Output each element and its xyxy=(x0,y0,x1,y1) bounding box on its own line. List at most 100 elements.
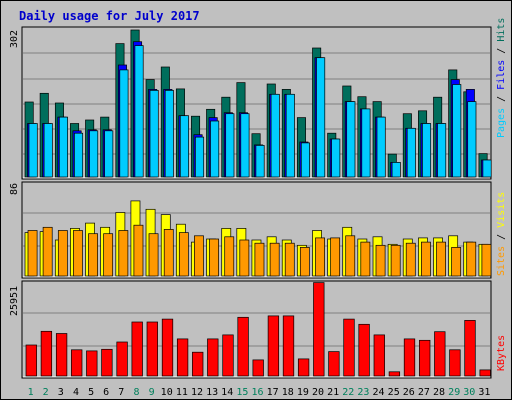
kbytes-bar xyxy=(434,331,446,377)
day-label-19: 19 xyxy=(297,387,309,398)
sites-bar xyxy=(254,242,265,277)
kbytes-bar xyxy=(343,318,355,377)
day-label-5: 5 xyxy=(88,387,94,398)
legend-kbytes: KBytes xyxy=(496,335,507,371)
kbytes-bar xyxy=(449,349,461,377)
legend-hits: Hits xyxy=(496,18,507,42)
sites-bar xyxy=(375,244,386,277)
pages-bar xyxy=(119,69,129,178)
sites-bar xyxy=(118,230,129,277)
day-label-18: 18 xyxy=(282,387,294,398)
sites-bar xyxy=(269,242,280,277)
legend-files: Files xyxy=(496,60,507,90)
kbytes-ymax-label: 25951 xyxy=(9,286,20,316)
day-label-28: 28 xyxy=(433,387,445,398)
kbytes-bar xyxy=(222,334,234,377)
pages-bar xyxy=(406,127,416,178)
sites-bar xyxy=(163,229,174,277)
pages-bar xyxy=(210,120,220,178)
kbytes-bar xyxy=(358,323,370,377)
sites-bar xyxy=(73,230,83,277)
sites-bar xyxy=(315,237,325,277)
pages-bar xyxy=(255,145,265,178)
day-label-31: 31 xyxy=(478,387,490,398)
kbytes-bar xyxy=(161,318,174,377)
day-label-13: 13 xyxy=(206,387,218,398)
pages-bar xyxy=(482,159,492,178)
legend-visits: Visits xyxy=(496,192,507,228)
kbytes-bar xyxy=(146,321,158,377)
day-label-17: 17 xyxy=(267,387,279,398)
kbytes-bar xyxy=(419,339,431,377)
pages-bar xyxy=(74,132,84,178)
hits-ymax-label: 302 xyxy=(9,30,20,48)
sites-bar xyxy=(360,241,371,277)
day-label-1: 1 xyxy=(28,387,34,398)
day-label-23: 23 xyxy=(357,387,369,398)
sites-bar xyxy=(451,247,462,277)
kbytes-bar xyxy=(388,371,401,377)
kbytes-bar xyxy=(176,338,189,377)
day-label-27: 27 xyxy=(418,387,430,398)
day-label-22: 22 xyxy=(342,387,354,398)
kbytes-bar xyxy=(267,315,280,377)
pages-bar xyxy=(58,116,68,178)
day-label-21: 21 xyxy=(327,387,339,398)
kbytes-bar xyxy=(40,330,53,377)
sites-bar xyxy=(466,241,477,277)
chart-title: Daily usage for July 2017 xyxy=(19,9,200,23)
sites-bar xyxy=(390,244,401,277)
kbytes-bar xyxy=(282,315,295,377)
sites-bar xyxy=(88,233,98,277)
pages-bar xyxy=(149,90,159,178)
pages-bar xyxy=(195,136,205,178)
hits-files-pages-legend: Pages / Files / Hits xyxy=(496,18,507,138)
day-label-24: 24 xyxy=(372,387,384,398)
kbytes-bar xyxy=(131,321,143,377)
kbytes-bar xyxy=(479,369,491,377)
day-label-7: 7 xyxy=(118,387,124,398)
sites-bar xyxy=(436,241,446,277)
sites-bar xyxy=(103,233,114,277)
pages-bar xyxy=(391,162,401,178)
kbytes-bar xyxy=(192,351,204,377)
pages-bar xyxy=(346,101,356,178)
day-label-25: 25 xyxy=(388,387,400,398)
sites-visits-legend: Sites / Visits xyxy=(496,192,507,276)
day-label-9: 9 xyxy=(149,387,155,398)
kbytes-bar xyxy=(86,350,98,377)
kbytes-bar xyxy=(313,282,325,377)
kbytes-bar xyxy=(297,358,310,377)
pages-bar xyxy=(270,93,280,178)
kbytes-bar xyxy=(252,359,264,377)
kbytes-bar xyxy=(207,338,219,377)
sites-bar xyxy=(345,235,356,277)
sites-bar xyxy=(194,235,204,277)
kbytes-bar xyxy=(328,351,340,377)
kbytes-bar xyxy=(464,320,476,377)
kbytes-bar xyxy=(71,349,83,377)
sites-bar xyxy=(330,237,341,277)
legend-sites: Sites xyxy=(496,246,507,276)
day-label-8: 8 xyxy=(133,387,139,398)
pages-bar xyxy=(225,113,235,178)
pages-bar xyxy=(422,123,432,178)
sites-bar xyxy=(27,230,38,277)
sites-bar xyxy=(148,233,159,277)
sites-bar xyxy=(133,224,144,277)
sites-bar xyxy=(178,232,189,277)
day-label-20: 20 xyxy=(312,387,324,398)
legend-pages: Pages xyxy=(496,108,507,138)
kbytes-bar xyxy=(116,341,128,377)
day-label-16: 16 xyxy=(251,387,263,398)
pages-bar xyxy=(452,84,462,178)
sites-bar xyxy=(299,247,310,277)
sites-bar xyxy=(405,242,416,277)
pages-bar xyxy=(316,57,326,178)
sites-bar xyxy=(224,236,235,277)
day-label-26: 26 xyxy=(403,387,415,398)
day-label-2: 2 xyxy=(43,387,49,398)
pages-bar xyxy=(300,142,310,178)
day-label-3: 3 xyxy=(58,387,64,398)
